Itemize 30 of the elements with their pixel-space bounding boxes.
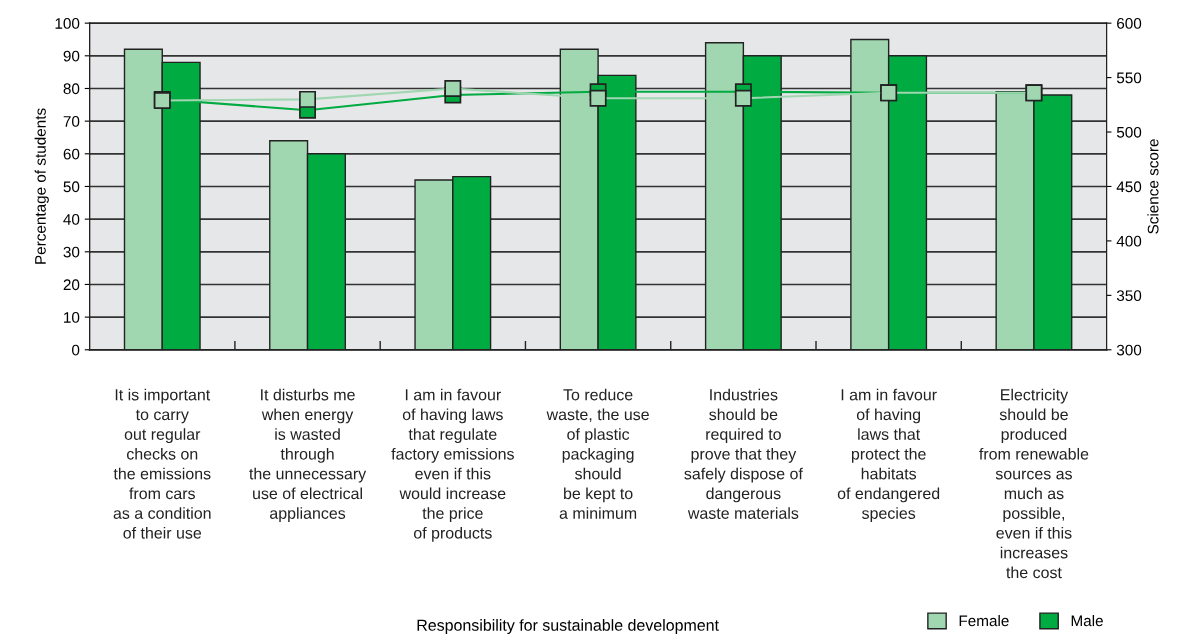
y-tick-label: 0 — [72, 344, 80, 356]
y-tick-label: 30 — [63, 246, 80, 258]
y2-tick-label: 350 — [1116, 290, 1142, 302]
y-tick-label: 100 — [55, 18, 80, 29]
y2-tick-label: 400 — [1116, 235, 1142, 247]
category-label: Electricity should be produced from renewable sources as much as possible, even if this increases the cost — [979, 388, 1089, 579]
text: Responsibility for sustainable development — [417, 619, 719, 634]
y-tick-label: 60 — [63, 148, 80, 160]
x-tick-label: Industries should be required to prove that they safely dispose of dangerous waste materials — [684, 388, 803, 519]
x-tick-label: It is important to carry out regular checks on the emissions from cars as a condition of their use — [113, 388, 211, 539]
y2-tick-label: 300 — [1116, 344, 1142, 356]
x-tick-label: To reduce waste, the use of plastic packaging should be kept to a minimum — [546, 388, 649, 519]
y2-tick-label: 500 — [1116, 126, 1142, 138]
y-tick-label: 10 — [64, 312, 80, 323]
y-tick-label: 40 — [63, 214, 80, 225]
y-tick-label: 80 — [63, 83, 80, 95]
y-tick-label: 90 — [63, 50, 80, 62]
legend-label: Male — [1071, 615, 1103, 627]
y2-axis-title: Science score — [1147, 139, 1159, 234]
legend-label: Female — [959, 615, 1009, 627]
y2-tick-label: 550 — [1116, 72, 1142, 84]
y2-tick-label: 600 — [1117, 18, 1142, 29]
y-tick-label: 50 — [63, 181, 80, 193]
x-tick-label: I am in favour of having laws that regulate factory emissions even if this would increase the price of products — [391, 388, 514, 542]
y-tick-label: 70 — [63, 116, 80, 127]
x-tick-label: It disturbs me when energy is wasted through the unnecessary use of electrical appliances — [249, 388, 367, 523]
y-axis-title: Percentage of students — [34, 108, 49, 264]
x-tick-label: I am in favour of having laws that protect the habitats of endangered species — [837, 388, 940, 523]
y-tick-label: 20 — [63, 279, 80, 291]
y2-tick-label: 450 — [1116, 181, 1142, 193]
